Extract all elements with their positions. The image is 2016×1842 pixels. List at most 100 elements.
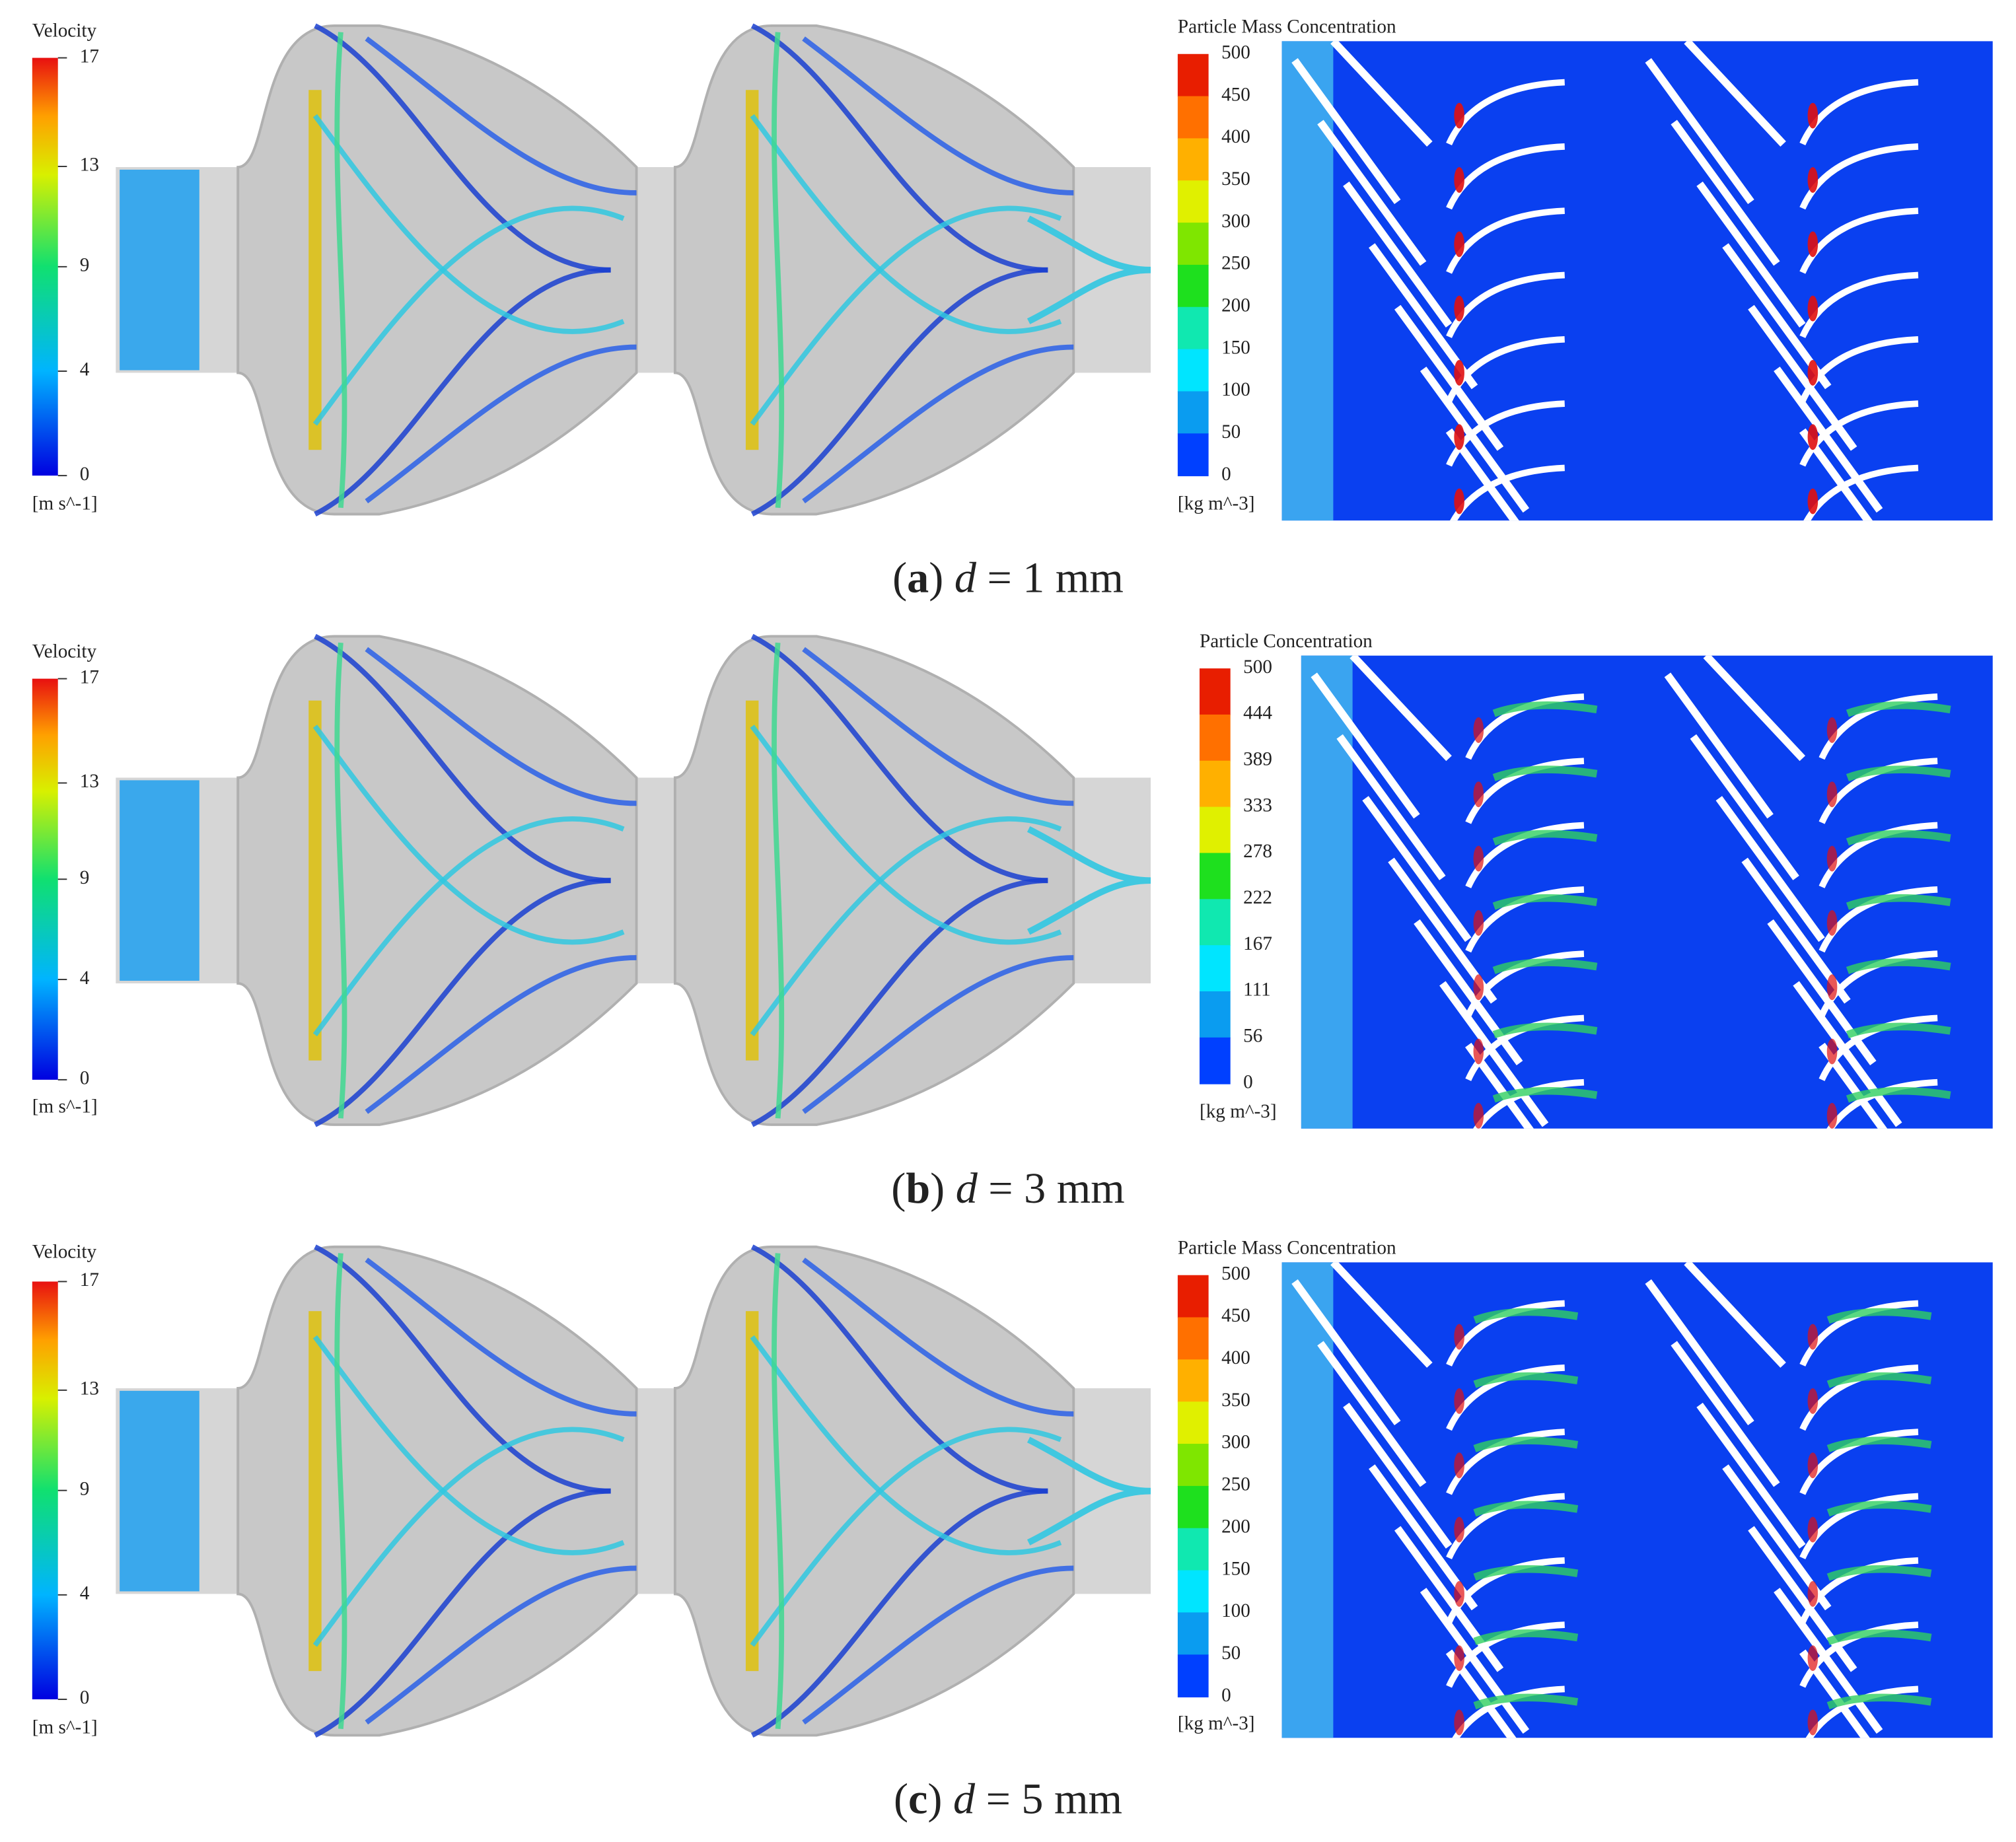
blade <box>1684 1262 1786 1368</box>
vane <box>1446 336 1565 403</box>
caption-part: d <box>956 1164 978 1213</box>
blade <box>1465 1042 1534 1129</box>
vane <box>1818 758 1938 824</box>
blade <box>1350 655 1452 762</box>
tick-label: 450 <box>1221 84 1250 105</box>
tick-label: 9 <box>80 255 90 276</box>
vane <box>1465 950 1585 1017</box>
hotspot <box>1454 295 1464 322</box>
vane <box>1799 207 1919 274</box>
colorbar-bin <box>1177 433 1209 477</box>
field-edge <box>1281 41 1334 521</box>
tick-label: 450 <box>1221 1305 1250 1326</box>
legend-unit: [m s^-1] <box>32 1096 98 1117</box>
vane <box>1450 464 1565 521</box>
deposit <box>1848 1155 1951 1163</box>
colorbar-bin <box>1177 1275 1209 1318</box>
vane <box>1799 271 1919 338</box>
vane <box>1446 1364 1565 1431</box>
streamline-image <box>116 23 1151 516</box>
hotspot <box>1807 1452 1818 1479</box>
colorbar-bin <box>1177 96 1209 139</box>
blade <box>1420 1588 1530 1734</box>
deposit <box>1846 1022 1951 1039</box>
colorbar-bin <box>1177 223 1209 266</box>
blade <box>1690 734 1799 880</box>
streamline <box>750 1488 1048 1738</box>
colorbar-bin <box>1177 306 1209 350</box>
caption-part: ) <box>930 1164 956 1213</box>
hotspot <box>1807 231 1818 258</box>
colorbar <box>32 678 58 1080</box>
blade <box>1818 1042 1888 1129</box>
hotspot <box>1807 488 1818 514</box>
tick-label: 0 <box>80 1068 90 1089</box>
vane <box>1465 822 1585 888</box>
vane <box>1473 1079 1585 1129</box>
streamline <box>314 633 611 884</box>
hotspot <box>1474 1167 1484 1193</box>
streamline-image <box>116 633 1151 1127</box>
hotspot <box>1807 424 1818 450</box>
panel: Velocity 17 13 9 4 0 [m s^-1] Particle Concentr… <box>32 631 1993 1213</box>
legend-unit: [kg m^-3] <box>1178 493 1255 514</box>
blade <box>1774 367 1883 513</box>
vane <box>1446 1557 1565 1624</box>
tick-label: 13 <box>80 771 99 792</box>
streamline <box>802 1258 1074 1417</box>
blade <box>1317 120 1427 266</box>
vane <box>1799 143 1919 210</box>
blade <box>1439 981 1549 1127</box>
deposit <box>1473 1565 1579 1581</box>
chamber <box>673 24 1075 516</box>
vane <box>1446 79 1565 145</box>
hotspot <box>1473 909 1484 936</box>
blade-edge <box>308 90 322 450</box>
tick-label: 200 <box>1221 1516 1250 1537</box>
colorbar-bin <box>1199 714 1231 762</box>
colorbar-bin <box>1199 853 1231 900</box>
tick-label: 9 <box>80 867 90 888</box>
chamber <box>236 635 638 1126</box>
streamline <box>750 633 1048 884</box>
vane <box>1465 758 1585 824</box>
blade-edge <box>745 90 759 450</box>
caption-part: ) <box>929 554 954 602</box>
tick-label: 150 <box>1221 337 1250 358</box>
streamline <box>365 344 637 504</box>
hotspot <box>1454 1388 1464 1414</box>
blade <box>1343 1402 1453 1549</box>
deposit <box>1473 1501 1579 1517</box>
blade <box>1696 181 1806 328</box>
deposit <box>1494 1155 1597 1163</box>
vane <box>1818 950 1938 1017</box>
outlet-streams <box>1026 215 1151 324</box>
deposit <box>1492 701 1598 717</box>
blade <box>1793 981 1902 1127</box>
tick-label: 4 <box>80 968 90 989</box>
legend-unit: [m s^-1] <box>32 493 98 514</box>
blade <box>1420 367 1530 513</box>
hotspot <box>1808 553 1818 579</box>
deposit <box>1492 958 1598 974</box>
legend-title: Velocity <box>32 641 97 662</box>
blade-edge <box>745 700 759 1061</box>
tick-label: 50 <box>1221 1643 1241 1664</box>
caption-part: ( <box>894 1775 908 1824</box>
legend-title: Particle Concentration <box>1200 631 1373 652</box>
blade <box>1291 1279 1401 1425</box>
colorbar-bin <box>1177 1528 1209 1571</box>
caption-part: = 3 mm <box>978 1164 1125 1213</box>
deposit <box>1474 1762 1577 1770</box>
streamline <box>750 23 1048 273</box>
blade <box>1684 41 1786 147</box>
tick-label: 167 <box>1243 933 1272 954</box>
tick-label: 17 <box>80 666 99 688</box>
legend-title: Velocity <box>32 1241 97 1262</box>
hotspot <box>1454 102 1464 129</box>
deposit <box>1826 1693 1932 1710</box>
hotspot <box>1826 845 1838 872</box>
legend-title: Velocity <box>32 20 97 41</box>
deposit <box>1846 830 1951 846</box>
deposit <box>1846 894 1951 910</box>
